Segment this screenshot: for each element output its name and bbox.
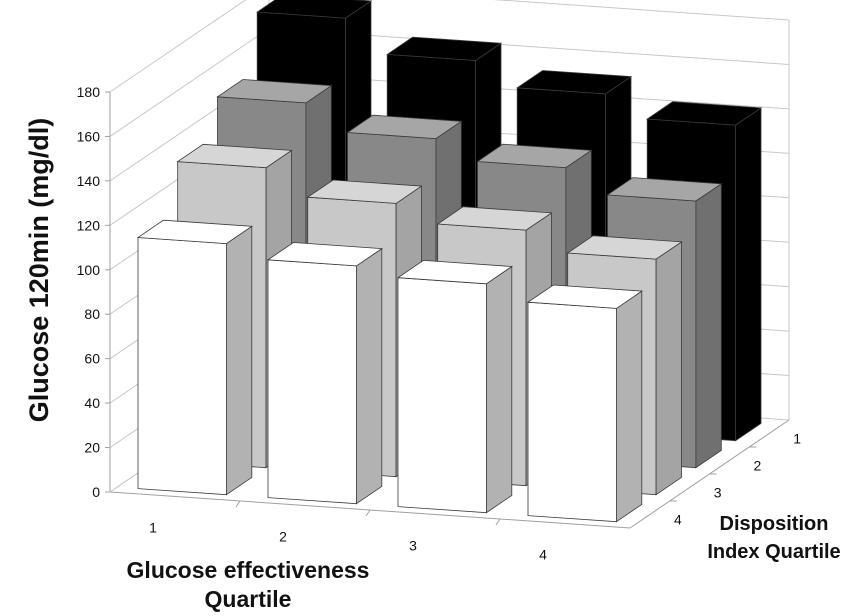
gridline-side bbox=[109, 0, 247, 93]
bar-front-face bbox=[267, 259, 357, 505]
bar-top-face bbox=[176, 143, 293, 169]
bar-top-face bbox=[266, 242, 383, 267]
axes bbox=[105, 91, 790, 529]
y-tick-label: 140 bbox=[77, 173, 101, 189]
bar-top-face bbox=[306, 179, 423, 204]
bar-top-face bbox=[516, 70, 633, 95]
bar-depth-4-x-3 bbox=[396, 259, 513, 514]
bar-side-face bbox=[616, 290, 643, 523]
x-tick-mark bbox=[235, 500, 241, 508]
bar-top-face bbox=[136, 219, 253, 245]
bar-side-face bbox=[695, 183, 722, 469]
bar-top-face bbox=[646, 101, 763, 126]
y-tick-label: 60 bbox=[84, 351, 100, 367]
bar-side-face bbox=[225, 225, 253, 496]
bar-side-face bbox=[655, 241, 682, 496]
x-tick-label: 2 bbox=[279, 529, 287, 545]
y-tick-label: 180 bbox=[77, 84, 101, 100]
depth-tick-label: 2 bbox=[753, 458, 761, 474]
z-axis-title-line-1: Disposition bbox=[720, 513, 829, 535]
bar-top-face bbox=[526, 284, 643, 309]
bar-top-face bbox=[216, 79, 333, 104]
bar-top-face bbox=[566, 235, 683, 260]
x-tick-mark bbox=[365, 509, 371, 517]
bar-front-face bbox=[527, 301, 617, 523]
x-tick-label: 3 bbox=[409, 538, 417, 554]
labels: Glucose 120min (mg/dl) Glucose effective… bbox=[24, 84, 841, 612]
bar-side-face bbox=[735, 107, 762, 442]
depth-tick-label: 3 bbox=[714, 485, 722, 501]
bar-front-face bbox=[397, 277, 487, 514]
bar-top-face bbox=[396, 259, 513, 285]
depth-tick-label: 1 bbox=[793, 431, 801, 447]
bar-front-face bbox=[137, 237, 227, 496]
y-axis-title: Glucose 120min (mg/dl) bbox=[24, 118, 54, 423]
bar-top-face bbox=[256, 0, 373, 19]
y-tick-label: 80 bbox=[84, 306, 100, 322]
y-tick-label: 120 bbox=[77, 217, 101, 233]
bar-side-face bbox=[485, 265, 513, 514]
y-tick-label: 100 bbox=[77, 262, 101, 278]
bar-top-face bbox=[436, 206, 553, 231]
y-tick-label: 160 bbox=[77, 128, 101, 144]
bar-top-face bbox=[606, 177, 723, 202]
y-tick-label: 0 bbox=[92, 484, 100, 500]
y-tick-label: 20 bbox=[84, 440, 100, 456]
bar-top-face bbox=[476, 143, 593, 169]
bar-side-face bbox=[355, 247, 383, 505]
x-tick-label: 1 bbox=[149, 520, 157, 536]
gridline bbox=[492, 0, 790, 21]
gridline-side bbox=[109, 28, 270, 137]
depth-tick-label: 4 bbox=[674, 512, 682, 528]
bar-top-face bbox=[346, 114, 463, 140]
x-tick-mark bbox=[495, 518, 501, 526]
bar-top-face bbox=[386, 36, 503, 61]
bar-depth-4-x-4 bbox=[526, 284, 643, 523]
x-axis-title-line-2: Quartile bbox=[205, 586, 292, 612]
x-tick-label: 4 bbox=[539, 547, 547, 563]
x-axis-title-line-1: Glucose effectiveness bbox=[127, 557, 370, 583]
bar-depth-4-x-2 bbox=[266, 242, 383, 505]
z-axis-title-line-2: Index Quartile bbox=[707, 541, 840, 563]
bar-depth-4-x-1 bbox=[136, 219, 253, 496]
y-tick-label: 40 bbox=[84, 395, 100, 411]
bars bbox=[136, 0, 763, 523]
